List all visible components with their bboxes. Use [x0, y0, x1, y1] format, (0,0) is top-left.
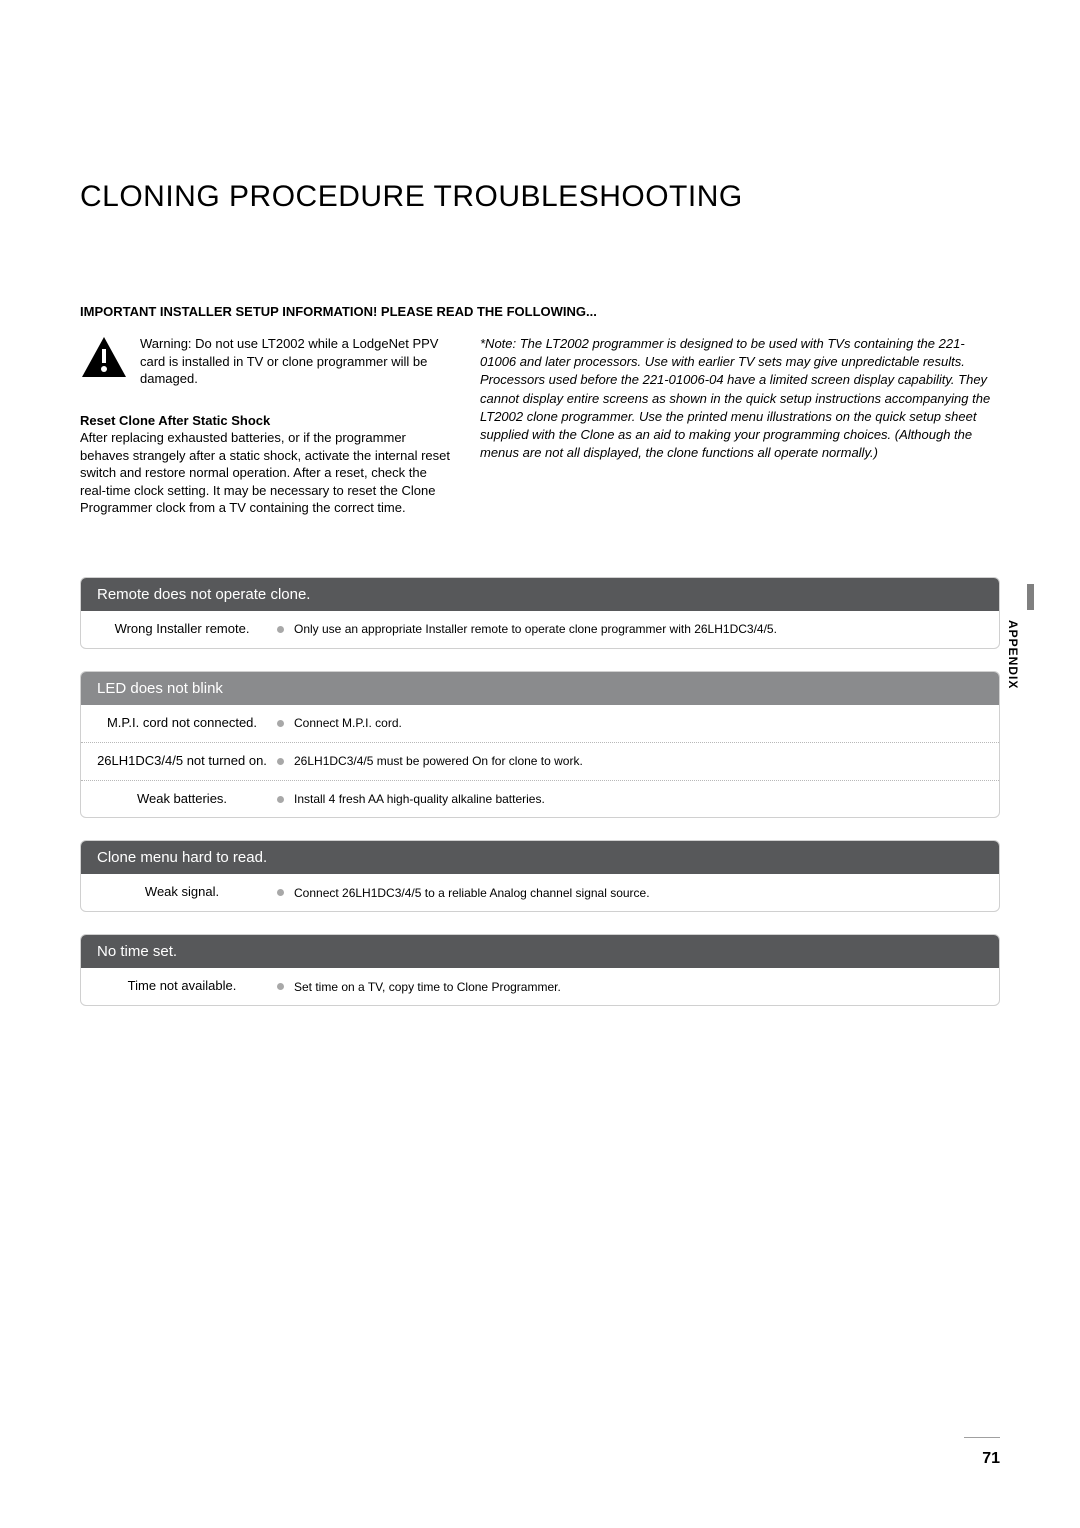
- trouble-solution-text: Connect M.P.I. cord.: [294, 716, 402, 730]
- left-column: Warning: Do not use LT2002 while a Lodge…: [80, 335, 450, 517]
- trouble-section: Clone menu hard to read. Weak signal. Conn…: [80, 840, 1000, 912]
- troubleshooting-sections: Remote does not operate clone.Wrong Inst…: [80, 577, 1000, 1006]
- page-number-rule: [964, 1437, 1000, 1438]
- bullet-icon: [277, 889, 284, 896]
- side-tab-label: APPENDIX: [1006, 620, 1020, 689]
- trouble-section-header: No time set.: [81, 935, 999, 968]
- trouble-solution-text: Set time on a TV, copy time to Clone Pro…: [294, 980, 561, 994]
- bullet-icon: [277, 758, 284, 765]
- page-number: 71: [982, 1450, 1000, 1468]
- page-title: CLONING PROCEDURE TROUBLESHOOTING: [80, 180, 1000, 214]
- warning-triangle-icon: [80, 335, 128, 379]
- trouble-cause: Weak signal.: [97, 884, 277, 901]
- trouble-solution: Connect M.P.I. cord.: [277, 716, 983, 730]
- trouble-cause: Time not available.: [97, 978, 277, 995]
- trouble-cause: Wrong Installer remote.: [97, 621, 277, 638]
- trouble-row: Weak batteries. Install 4 fresh AA high-q…: [81, 780, 999, 818]
- trouble-section: Remote does not operate clone.Wrong Inst…: [80, 577, 1000, 649]
- bullet-icon: [277, 626, 284, 633]
- trouble-solution: Connect 26LH1DC3/4/5 to a reliable Analo…: [277, 886, 983, 900]
- trouble-section: LED does not blinkM.P.I. cord not connec…: [80, 671, 1000, 819]
- note-text: *Note: The LT2002 programmer is designed…: [480, 335, 1000, 462]
- trouble-row: M.P.I. cord not connected. Connect M.P.I.…: [81, 705, 999, 742]
- trouble-solution: Install 4 fresh AA high-quality alkaline…: [277, 792, 983, 806]
- trouble-solution: Set time on a TV, copy time to Clone Pro…: [277, 980, 983, 994]
- trouble-row: Time not available. Set time on a TV, cop…: [81, 968, 999, 1005]
- trouble-cause: M.P.I. cord not connected.: [97, 715, 277, 732]
- trouble-section-header: Clone menu hard to read.: [81, 841, 999, 874]
- setup-heading: IMPORTANT INSTALLER SETUP INFORMATION! P…: [80, 304, 1000, 319]
- bullet-icon: [277, 983, 284, 990]
- trouble-solution-text: Connect 26LH1DC3/4/5 to a reliable Analo…: [294, 886, 650, 900]
- trouble-solution-text: Install 4 fresh AA high-quality alkaline…: [294, 792, 545, 806]
- warning-text: Warning: Do not use LT2002 while a Lodge…: [140, 335, 450, 388]
- side-tab-bar: [1027, 584, 1034, 610]
- trouble-section-header: LED does not blink: [81, 672, 999, 705]
- reset-body: After replacing exhausted batteries, or …: [80, 429, 450, 517]
- right-column: *Note: The LT2002 programmer is designed…: [480, 335, 1000, 517]
- trouble-row: Weak signal. Connect 26LH1DC3/4/5 to a re…: [81, 874, 999, 911]
- trouble-row: 26LH1DC3/4/5 not turned on. 26LH1DC3/4/5 …: [81, 742, 999, 780]
- trouble-row: Wrong Installer remote. Only use an appro…: [81, 611, 999, 648]
- bullet-icon: [277, 720, 284, 727]
- bullet-icon: [277, 796, 284, 803]
- trouble-solution: Only use an appropriate Installer remote…: [277, 622, 983, 636]
- trouble-solution-text: Only use an appropriate Installer remote…: [294, 622, 777, 636]
- trouble-section-header: Remote does not operate clone.: [81, 578, 999, 611]
- warning-row: Warning: Do not use LT2002 while a Lodge…: [80, 335, 450, 388]
- reset-heading: Reset Clone After Static Shock: [80, 412, 450, 430]
- trouble-solution-text: 26LH1DC3/4/5 must be powered On for clon…: [294, 754, 583, 768]
- trouble-cause: Weak batteries.: [97, 791, 277, 808]
- trouble-cause: 26LH1DC3/4/5 not turned on.: [97, 753, 277, 770]
- two-column-intro: Warning: Do not use LT2002 while a Lodge…: [80, 335, 1000, 517]
- trouble-section: No time set. Time not available. Set time …: [80, 934, 1000, 1006]
- trouble-solution: 26LH1DC3/4/5 must be powered On for clon…: [277, 754, 983, 768]
